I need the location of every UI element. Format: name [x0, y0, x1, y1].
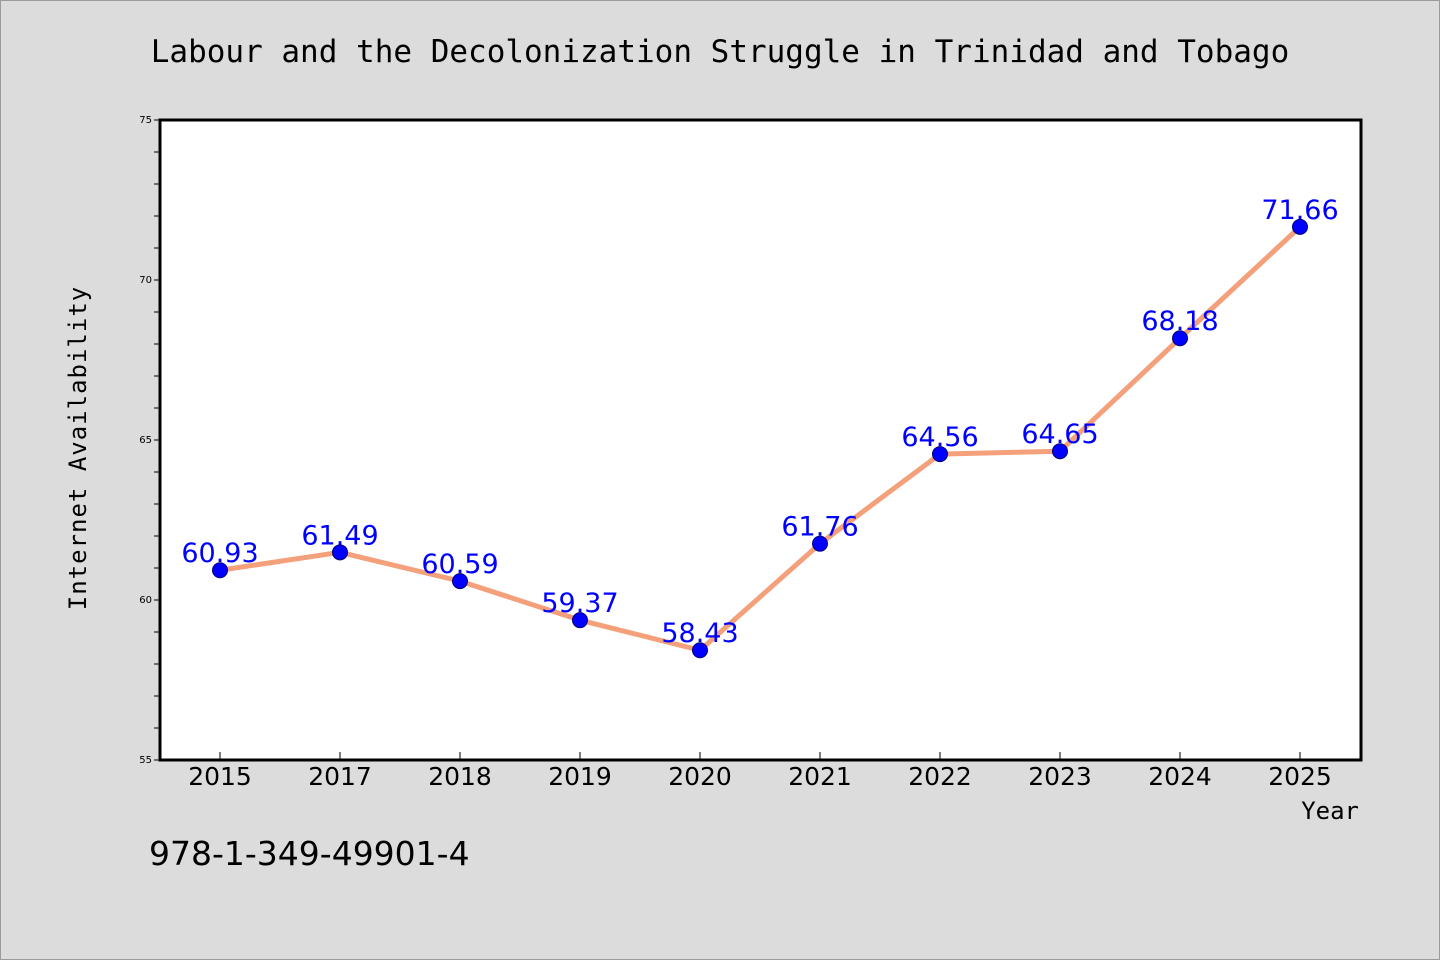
y-tick-label: 65: [139, 435, 152, 446]
data-point: [572, 612, 588, 629]
data-point: [812, 535, 828, 552]
x-tick-label: 2015: [188, 762, 252, 791]
y-tick-label: 75: [139, 115, 152, 126]
data-label: 60.93: [181, 538, 258, 569]
data-point: [1052, 443, 1068, 460]
data-point: [1172, 330, 1188, 347]
x-tick-label: 2019: [548, 762, 612, 791]
x-tick-label: 2025: [1268, 762, 1332, 791]
data-point: [332, 544, 348, 561]
y-tick-label: 60: [139, 595, 152, 606]
x-tick-label: 2017: [308, 762, 372, 791]
chart-title: Labour and the Decolonization Struggle i…: [150, 34, 1290, 70]
data-label: 71.66: [1261, 195, 1338, 226]
x-axis-label: Year: [1301, 797, 1359, 825]
plot-area: [158, 118, 1363, 762]
data-label: 68.18: [1141, 306, 1218, 337]
y-tick-label: 55: [139, 755, 152, 766]
data-point: [692, 642, 708, 659]
data-label: 60.59: [421, 549, 498, 580]
data-point: [1292, 218, 1308, 235]
x-tick-label: 2018: [428, 762, 492, 791]
data-point: [932, 446, 948, 463]
data-label: 61.76: [781, 512, 858, 543]
data-point: [212, 562, 228, 579]
data-label: 58.43: [661, 618, 738, 649]
data-label: 64.56: [901, 422, 978, 453]
data-point: [452, 573, 468, 590]
data-label: 61.49: [301, 520, 378, 551]
x-tick-label: 2022: [908, 762, 972, 791]
data-label: 64.65: [1021, 419, 1098, 450]
x-tick-label: 2021: [788, 762, 852, 791]
y-tick-label: 70: [139, 275, 152, 286]
data-label: 59.37: [541, 588, 618, 619]
x-tick-label: 2023: [1028, 762, 1092, 791]
footer-isbn: 978-1-349-49901-4: [149, 834, 470, 873]
series-line: [217, 224, 1303, 653]
x-tick-label: 2024: [1148, 762, 1212, 791]
x-tick-label: 2020: [668, 762, 732, 791]
